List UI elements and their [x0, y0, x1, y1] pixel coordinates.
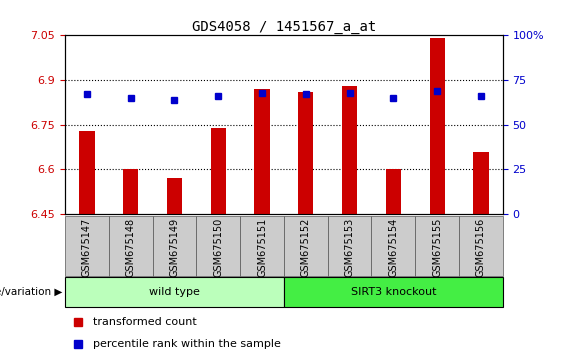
Bar — [298, 92, 314, 214]
Text: GSM675151: GSM675151 — [257, 218, 267, 277]
Bar — [254, 89, 270, 214]
Title: GDS4058 / 1451567_a_at: GDS4058 / 1451567_a_at — [192, 21, 376, 34]
Bar — [240, 216, 284, 276]
Text: transformed count: transformed count — [93, 317, 197, 327]
Text: GSM675154: GSM675154 — [388, 218, 398, 277]
Bar — [328, 216, 372, 276]
Text: genotype/variation ▶: genotype/variation ▶ — [0, 287, 62, 297]
Bar — [386, 170, 401, 214]
Bar — [284, 277, 503, 307]
Bar — [372, 216, 415, 276]
Bar — [415, 216, 459, 276]
Text: GSM675148: GSM675148 — [125, 218, 136, 277]
Bar — [153, 216, 197, 276]
Bar — [79, 131, 94, 214]
Text: GSM675153: GSM675153 — [345, 218, 355, 277]
Text: wild type: wild type — [149, 287, 200, 297]
Bar — [123, 170, 138, 214]
Bar — [65, 216, 109, 276]
Text: GSM675150: GSM675150 — [213, 218, 223, 277]
Text: GSM675155: GSM675155 — [432, 218, 442, 277]
Bar — [342, 86, 357, 214]
Bar — [459, 216, 503, 276]
Text: percentile rank within the sample: percentile rank within the sample — [93, 338, 281, 349]
Bar — [65, 277, 284, 307]
Text: GSM675149: GSM675149 — [170, 218, 180, 277]
Bar — [429, 38, 445, 214]
Text: GSM675152: GSM675152 — [301, 218, 311, 277]
Text: SIRT3 knockout: SIRT3 knockout — [351, 287, 436, 297]
Bar — [167, 178, 182, 214]
Bar — [473, 152, 489, 214]
Bar — [284, 216, 328, 276]
Bar — [211, 128, 226, 214]
Bar — [197, 216, 240, 276]
Text: GSM675156: GSM675156 — [476, 218, 486, 277]
Bar — [108, 216, 153, 276]
Text: GSM675147: GSM675147 — [82, 218, 92, 277]
